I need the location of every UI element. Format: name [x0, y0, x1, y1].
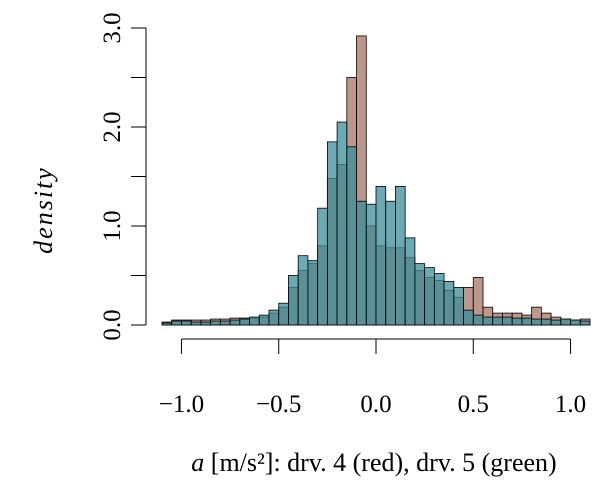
x-tick-label: 0.0	[360, 391, 391, 418]
histogram-bar	[219, 320, 231, 326]
histogram-bar	[210, 320, 221, 326]
x-tick-label: 0.5	[458, 391, 489, 418]
histogram-bar	[385, 200, 396, 326]
y-tick-label: 0.0	[99, 309, 126, 340]
y-axis-title-group: density	[29, 166, 58, 254]
histogram-bar	[472, 314, 484, 326]
histogram-bar	[326, 141, 338, 326]
histogram-bar	[531, 318, 542, 326]
y-tick-label: 3.0	[99, 12, 126, 43]
histogram-bar	[492, 316, 503, 326]
x-tick-label: −1.0	[159, 391, 204, 418]
histogram-bar	[540, 318, 552, 326]
histogram-bar	[375, 185, 387, 326]
y-tick-label: 1.0	[99, 210, 126, 241]
histogram-bar	[482, 316, 494, 326]
histogram-bar	[356, 200, 367, 326]
histogram-bar	[570, 319, 581, 326]
histogram-bar	[317, 207, 328, 326]
x-axis-title-rest: [m/s²]: drv. 4 (red), drv. 5 (green)	[204, 448, 556, 477]
histogram-bar	[239, 318, 250, 326]
histogram-bar	[336, 121, 348, 326]
histogram-bar	[258, 314, 270, 326]
histogram-bar	[365, 203, 377, 326]
histogram-bar	[229, 319, 241, 326]
histogram-bar	[288, 275, 299, 326]
series-2-bars	[161, 121, 591, 326]
histogram-bar	[190, 321, 202, 326]
x-axis-title-variable: a	[191, 448, 204, 477]
histogram-bar	[463, 309, 474, 326]
x-tick-label: 1.0	[555, 391, 586, 418]
histogram-bar	[404, 237, 416, 326]
histogram-bar	[502, 316, 513, 326]
histogram-bar	[307, 260, 319, 326]
x-axis: −1.0 −0.5 0.0 0.5 1.0	[159, 338, 586, 418]
histogram-bar	[550, 319, 562, 326]
histogram-bar	[521, 317, 533, 326]
histogram-bar	[453, 286, 464, 326]
histogram-bar	[181, 320, 192, 326]
histogram-bar	[433, 273, 445, 326]
histogram-bar	[268, 309, 280, 326]
histogram-bar	[443, 281, 455, 326]
y-tick-label: 2.0	[99, 111, 126, 142]
x-axis-title: a [m/s²]: drv. 4 (red), drv. 5 (green)	[191, 448, 556, 477]
histogram-bar	[297, 255, 309, 326]
x-tick-label: −0.5	[256, 391, 301, 418]
y-axis: 0.0 1.0 2.0 3.0	[99, 12, 147, 341]
histogram-bar	[414, 263, 426, 326]
histogram-bars	[161, 35, 591, 326]
histogram-bar	[171, 320, 182, 326]
histogram-bar	[346, 146, 357, 326]
histogram-bar	[200, 321, 212, 326]
histogram-bar	[560, 318, 571, 326]
y-axis-title: density	[29, 166, 58, 254]
histogram-bar	[511, 317, 523, 326]
histogram-bar	[424, 267, 435, 326]
histogram-bar	[161, 322, 173, 326]
histogram-bar	[395, 185, 406, 326]
histogram-bar	[579, 320, 591, 326]
histogram-bar	[249, 316, 260, 326]
histogram-bar	[278, 302, 289, 326]
